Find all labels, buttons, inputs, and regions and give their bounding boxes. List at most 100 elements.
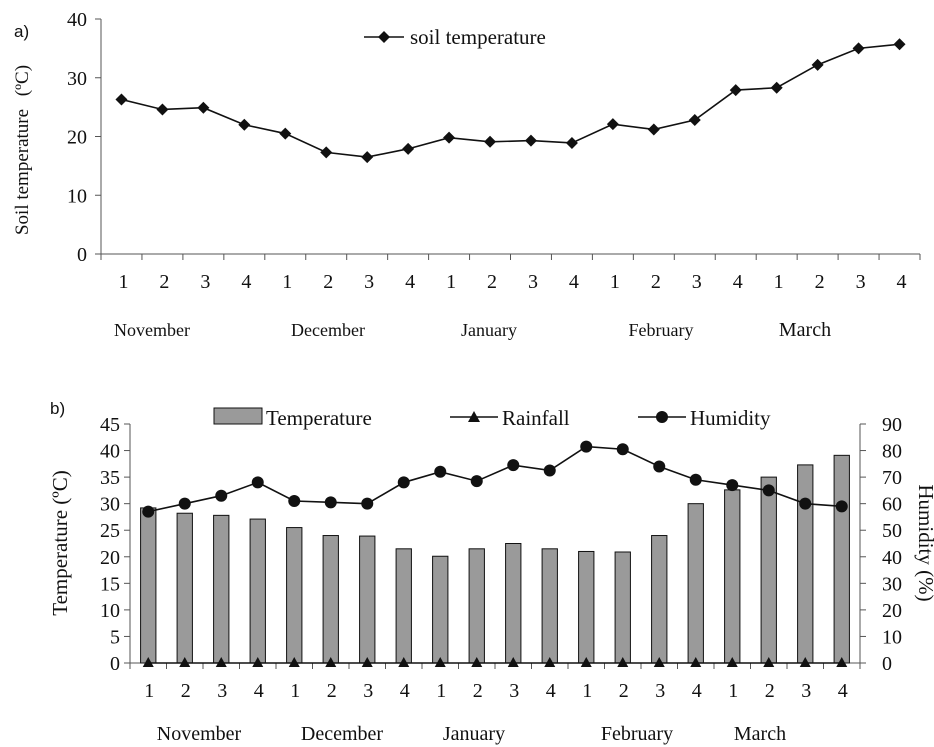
panel-a-x-tick-label: 2 (323, 271, 333, 293)
panel-b-temperature-bar (797, 464, 814, 664)
panel-b-rainfall-point (544, 657, 556, 667)
panel-b-rainfall-point (325, 657, 337, 667)
panel-b-right-tick-label: 20 (882, 600, 902, 622)
panel-b-left-tick-label: 20 (100, 547, 120, 569)
panel-b-temperature-bar (724, 489, 741, 664)
panel-a-x-tick-label: 3 (364, 271, 374, 293)
panel-a-x-tick-label: 3 (856, 271, 866, 293)
panel-a-soil-temperature-point (402, 142, 415, 155)
panel-a-soil-temperature-point (443, 131, 456, 144)
panel-b-temperature-bar (140, 507, 157, 664)
panel-a-month-label: November (114, 320, 190, 340)
panel-a-soil-temperature-point (893, 38, 906, 51)
panel-b-x-tick-label: 4 (838, 680, 848, 702)
panel-b-legend-rainfall-triangle-marker (468, 411, 480, 422)
panel-b-month-label: March (734, 723, 786, 745)
panel-b-right-axis-title: Humidity (%) (914, 484, 934, 601)
panel-b-legend-humidity-label: Humidity (690, 406, 771, 430)
panel-b-humidity-point (726, 479, 739, 492)
panel-b-left-tick-label: 25 (100, 520, 120, 542)
panel-b-humidity-line (148, 445, 842, 513)
panel-b-humidity-point (580, 440, 593, 453)
panel-b-x-tick-label: 4 (546, 680, 556, 702)
panel-b-x-tick-label: 2 (619, 680, 629, 702)
panel-a-soil-temperature-point (197, 101, 210, 114)
panel-b-label: b) (50, 399, 65, 418)
panel-a-x-tick-label: 2 (487, 271, 497, 293)
panel-b-x-tick-label: 3 (363, 680, 373, 702)
panel-a-x-tick-label: 1 (446, 271, 456, 293)
panel-b-right-tick-label: 60 (882, 494, 902, 516)
panel-b-rainfall-point (179, 657, 191, 667)
panel-b-humidity-point (799, 497, 812, 510)
panel-b-temperature-bar (651, 535, 668, 664)
panel-b-right-tick-label: 0 (882, 653, 892, 675)
panel-a-y-axis-title: Soil temperature (ºC) (12, 65, 33, 235)
panel-b-x-tick-label: 1 (582, 680, 592, 702)
panel-b-legend-humidity-circle-marker (656, 411, 668, 423)
panel-b-rainfall-point (507, 657, 519, 667)
panel-b-x-tick-label: 2 (765, 680, 775, 702)
panel-b-x-tick-label: 1 (728, 680, 738, 702)
panel-b-x-tick-label: 1 (436, 680, 446, 702)
panel-a-y-tick-label: 10 (67, 185, 87, 207)
panel-b-humidity-point (507, 459, 520, 472)
panel-b-month-label: November (157, 723, 242, 745)
panel-a-soil-temperature-point (565, 136, 578, 149)
panel-a-soil-temperature-point (524, 134, 537, 147)
panel-b-temperature-bar (359, 535, 376, 664)
panel-b-humidity-point (251, 476, 264, 489)
panel-b-temperature-bar (322, 535, 339, 664)
panel-b-humidity-point (397, 476, 410, 489)
panel-b-left-axis-title: Temperature (ºC) (48, 470, 72, 616)
panel-b-humidity-point (142, 505, 155, 518)
panel-b-humidity-point (653, 460, 666, 473)
panel-b-rainfall-point (434, 657, 446, 667)
panel-b-left-tick-label: 5 (110, 626, 120, 648)
panel-b-rainfall-point (361, 657, 373, 667)
panel-b-humidity-point (470, 475, 483, 488)
panel-a-y-tick-label: 0 (77, 244, 87, 266)
panel-b-weather-chart: b) Temperature (ºC) Humidity (%) 0510152… (48, 399, 934, 745)
panel-b-rainfall-point (836, 657, 848, 667)
panel-b-left-tick-label: 10 (100, 600, 120, 622)
panel-a-soil-temperature-point (688, 114, 701, 127)
svg-text:Soil temperature (ºC): Soil temperature (ºC) (12, 65, 33, 235)
panel-b-humidity-point (324, 496, 337, 509)
panel-b-month-label: February (601, 723, 673, 745)
panel-b-x-tick-label: 2 (181, 680, 191, 702)
panel-b-x-tick-label: 4 (254, 680, 264, 702)
panel-b-rainfall-point (617, 657, 629, 667)
panel-b-temperature-bar (213, 514, 230, 664)
panel-b-right-tick-label: 10 (882, 626, 902, 648)
panel-a-soil-temperature-point (729, 84, 742, 97)
panel-a-x-tick-label: 4 (405, 271, 415, 293)
panel-b-rainfall-point (471, 657, 483, 667)
panel-a-soil-temperature-point (647, 123, 660, 136)
panel-b-x-tick-label: 3 (509, 680, 519, 702)
panel-a-soil-temperature-point (852, 42, 865, 55)
panel-b-right-tick-label: 50 (882, 520, 902, 542)
panel-b-temperature-bar (833, 454, 850, 664)
panel-b-temperature-bar (176, 512, 193, 664)
panel-a-x-tick-label: 1 (282, 271, 292, 293)
panel-a-month-label: March (779, 319, 831, 341)
panel-b-x-tick-label: 4 (692, 680, 702, 702)
panel-b-month-label: December (301, 723, 384, 745)
panel-b-humidity-point (543, 464, 556, 477)
panel-b-temperature-bar (614, 551, 631, 664)
panel-b-temperature-bar (578, 550, 595, 664)
panel-b-rainfall-point (653, 657, 665, 667)
panel-b-right-tick-label: 80 (882, 441, 902, 463)
panel-b-right-tick-label: 40 (882, 547, 902, 569)
panel-b-humidity-point (288, 495, 301, 508)
panel-b-temperature-bar (432, 555, 449, 664)
panel-a-x-tick-label: 4 (897, 271, 907, 293)
panel-b-rainfall-point (799, 657, 811, 667)
panel-a-x-tick-label: 3 (200, 271, 210, 293)
panel-b-humidity-point (762, 484, 775, 497)
panel-a-x-tick-label: 3 (692, 271, 702, 293)
panel-b-humidity-point (835, 500, 848, 513)
panel-a-x-tick-label: 1 (610, 271, 620, 293)
panel-a-soil-temperature-point (361, 151, 374, 164)
